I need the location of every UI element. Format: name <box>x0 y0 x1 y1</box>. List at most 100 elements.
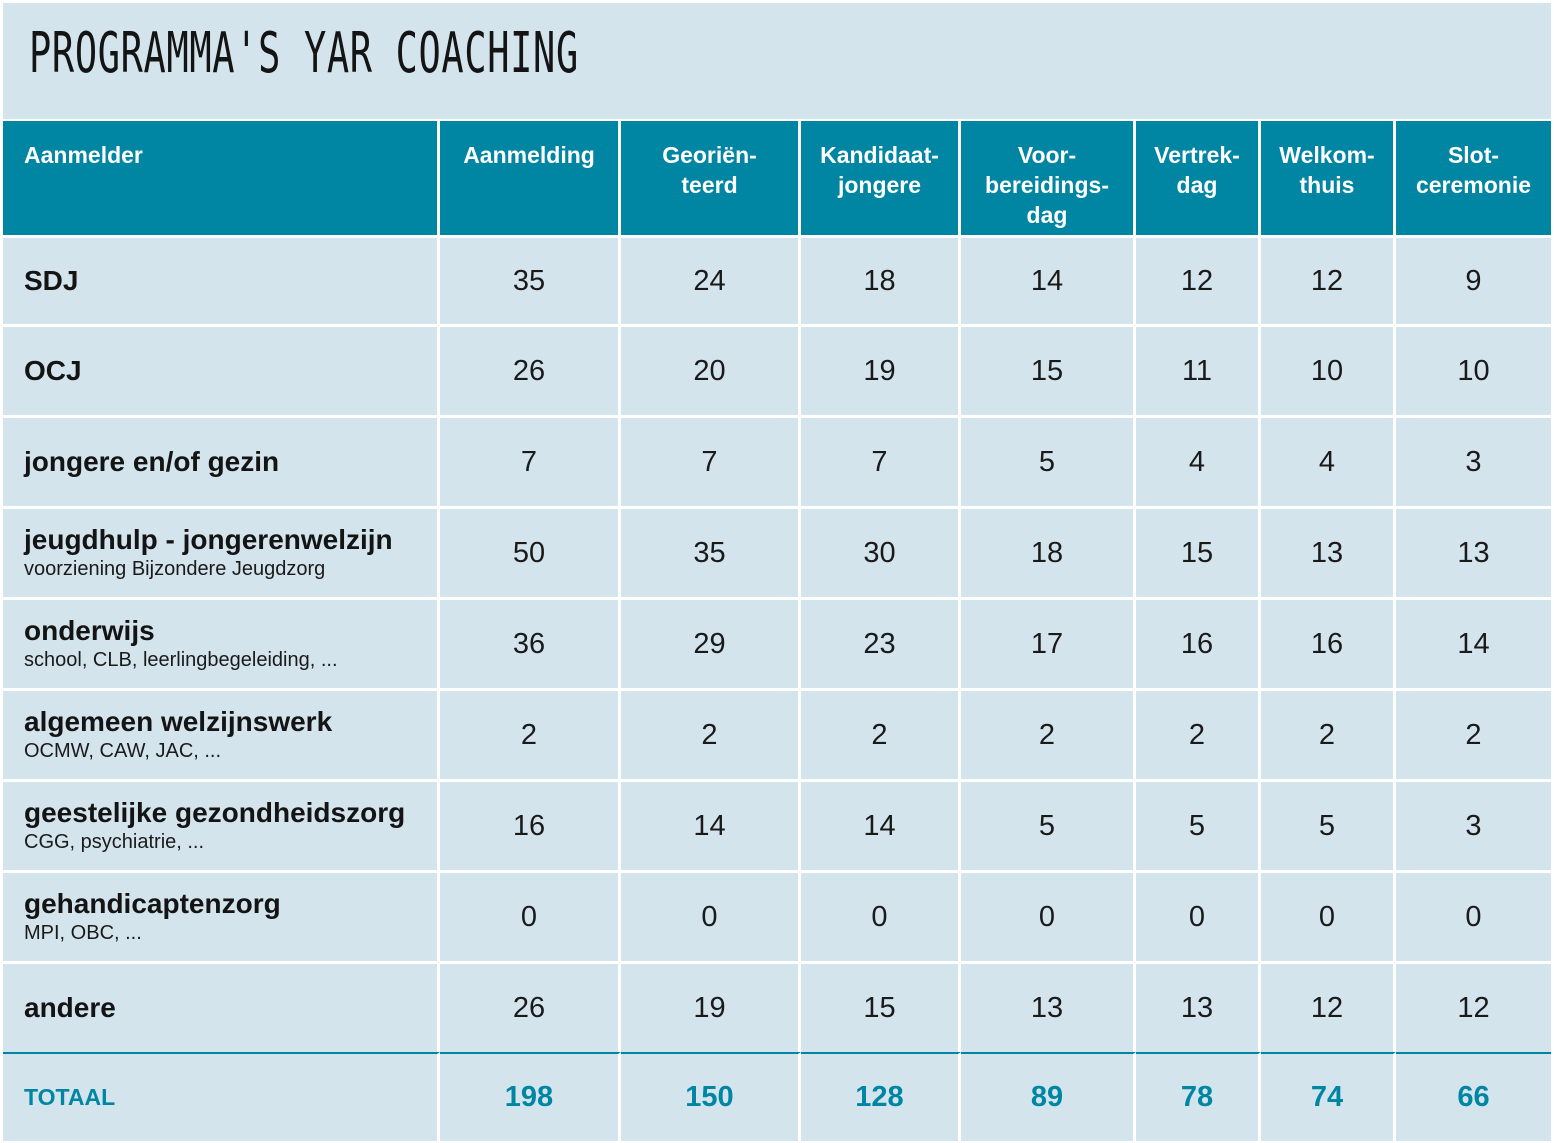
value-cell: 16 <box>1261 597 1396 688</box>
row-name: jeugdhulp - jongerenwelzijn <box>24 524 393 555</box>
total-label: TOTAAL <box>3 1052 440 1141</box>
value-cell: 4 <box>1261 415 1396 506</box>
value-cell: 24 <box>621 235 801 324</box>
column-header-georienteerd: Georiën-teerd <box>621 121 801 235</box>
value-cell: 5 <box>1261 779 1396 870</box>
value-cell: 17 <box>961 597 1136 688</box>
value-cell: 12 <box>1396 961 1551 1052</box>
value-cell: 11 <box>1136 324 1261 415</box>
value-cell: 2 <box>801 688 961 779</box>
total-value-cell: 150 <box>621 1052 801 1141</box>
value-cell: 0 <box>621 870 801 961</box>
total-value-cell: 89 <box>961 1052 1136 1141</box>
value-cell: 12 <box>1136 235 1261 324</box>
data-table: Aanmelder Aanmelding Georiën-teerd Kandidaa… <box>3 121 1551 1141</box>
value-cell: 36 <box>440 597 621 688</box>
value-cell: 2 <box>621 688 801 779</box>
row-subtitle: voorziening Bijzondere Jeugdzorg <box>24 558 326 580</box>
value-cell: 0 <box>961 870 1136 961</box>
table-body: SDJ 35 24 18 14 12 12 9 OCJ 26 20 19 15 11 10 10 jongere… <box>3 235 1551 1052</box>
value-cell: 0 <box>1136 870 1261 961</box>
table-row: jongere en/of gezin 7 7 7 5 4 4 3 <box>3 415 1551 506</box>
value-cell: 0 <box>1261 870 1396 961</box>
page-title: PROGRAMMA'S YAR COACHING <box>29 21 579 86</box>
value-cell: 13 <box>1261 506 1396 597</box>
row-subtitle: MPI, OBC, ... <box>24 922 142 944</box>
value-cell: 20 <box>621 324 801 415</box>
row-label-cell: jeugdhulp - jongerenwelzijn voorziening B… <box>3 506 440 597</box>
column-header-kandidaat: Kandidaat-jongere <box>801 121 961 235</box>
total-value-cell: 198 <box>440 1052 621 1141</box>
table-row: andere 26 19 15 13 13 12 12 <box>3 961 1551 1052</box>
row-label-cell: jongere en/of gezin <box>3 415 440 506</box>
table-row: gehandicaptenzorg MPI, OBC, ... 0 0 0 0 0 0 0 <box>3 870 1551 961</box>
table-row: jeugdhulp - jongerenwelzijn voorziening B… <box>3 506 1551 597</box>
row-subtitle: school, CLB, leerlingbegeleiding, ... <box>24 649 338 671</box>
table-row: onderwijs school, CLB, leerlingbegeleidin… <box>3 597 1551 688</box>
column-header-aanmelder: Aanmelder <box>3 121 440 235</box>
table-row: SDJ 35 24 18 14 12 12 9 <box>3 235 1551 324</box>
value-cell: 7 <box>621 415 801 506</box>
row-name: gehandicaptenzorg <box>24 888 281 919</box>
value-cell: 26 <box>440 961 621 1052</box>
value-cell: 15 <box>1136 506 1261 597</box>
value-cell: 12 <box>1261 961 1396 1052</box>
value-cell: 14 <box>961 235 1136 324</box>
row-name: onderwijs <box>24 615 155 646</box>
row-name: algemeen welzijnswerk <box>24 706 333 737</box>
total-value-cell: 128 <box>801 1052 961 1141</box>
value-cell: 13 <box>961 961 1136 1052</box>
value-cell: 19 <box>621 961 801 1052</box>
value-cell: 2 <box>1261 688 1396 779</box>
value-cell: 2 <box>440 688 621 779</box>
row-name: geestelijke gezondheidszorg <box>24 797 406 828</box>
table-row: geestelijke gezondheidszorg CGG, psychiat… <box>3 779 1551 870</box>
value-cell: 18 <box>801 235 961 324</box>
column-header-slotceremonie: Slot-ceremonie <box>1396 121 1551 235</box>
row-name: jongere en/of gezin <box>24 446 280 477</box>
value-cell: 5 <box>961 779 1136 870</box>
row-label-cell: OCJ <box>3 324 440 415</box>
total-row: TOTAAL 198 150 128 89 78 74 66 <box>3 1052 1551 1141</box>
value-cell: 0 <box>440 870 621 961</box>
row-label-cell: gehandicaptenzorg MPI, OBC, ... <box>3 870 440 961</box>
value-cell: 26 <box>440 324 621 415</box>
value-cell: 12 <box>1261 235 1396 324</box>
column-header-aanmelding: Aanmelding <box>440 121 621 235</box>
value-cell: 3 <box>1396 779 1551 870</box>
value-cell: 7 <box>801 415 961 506</box>
value-cell: 2 <box>1136 688 1261 779</box>
value-cell: 9 <box>1396 235 1551 324</box>
value-cell: 15 <box>961 324 1136 415</box>
value-cell: 2 <box>961 688 1136 779</box>
row-subtitle: OCMW, CAW, JAC, ... <box>24 740 222 762</box>
row-label-cell: geestelijke gezondheidszorg CGG, psychiat… <box>3 779 440 870</box>
value-cell: 23 <box>801 597 961 688</box>
value-cell: 14 <box>621 779 801 870</box>
value-cell: 7 <box>440 415 621 506</box>
row-label-cell: andere <box>3 961 440 1052</box>
value-cell: 19 <box>801 324 961 415</box>
value-cell: 4 <box>1136 415 1261 506</box>
value-cell: 13 <box>1396 506 1551 597</box>
value-cell: 50 <box>440 506 621 597</box>
table-row: algemeen welzijnswerk OCMW, CAW, JAC, ...… <box>3 688 1551 779</box>
row-name: OCJ <box>24 355 82 386</box>
value-cell: 30 <box>801 506 961 597</box>
value-cell: 5 <box>1136 779 1261 870</box>
table-row: OCJ 26 20 19 15 11 10 10 <box>3 324 1551 415</box>
value-cell: 13 <box>1136 961 1261 1052</box>
row-label-cell: SDJ <box>3 235 440 324</box>
value-cell: 0 <box>1396 870 1551 961</box>
total-value-cell: 66 <box>1396 1052 1551 1141</box>
total-value-cell: 74 <box>1261 1052 1396 1141</box>
value-cell: 18 <box>961 506 1136 597</box>
header-row: Aanmelder Aanmelding Georiën-teerd Kandidaa… <box>3 121 1551 235</box>
row-label-cell: algemeen welzijnswerk OCMW, CAW, JAC, ... <box>3 688 440 779</box>
title-band: PROGRAMMA'S YAR COACHING <box>3 3 1551 119</box>
value-cell: 5 <box>961 415 1136 506</box>
row-name: SDJ <box>24 265 79 296</box>
column-header-vertrekdag: Vertrek-dag <box>1136 121 1261 235</box>
value-cell: 14 <box>801 779 961 870</box>
